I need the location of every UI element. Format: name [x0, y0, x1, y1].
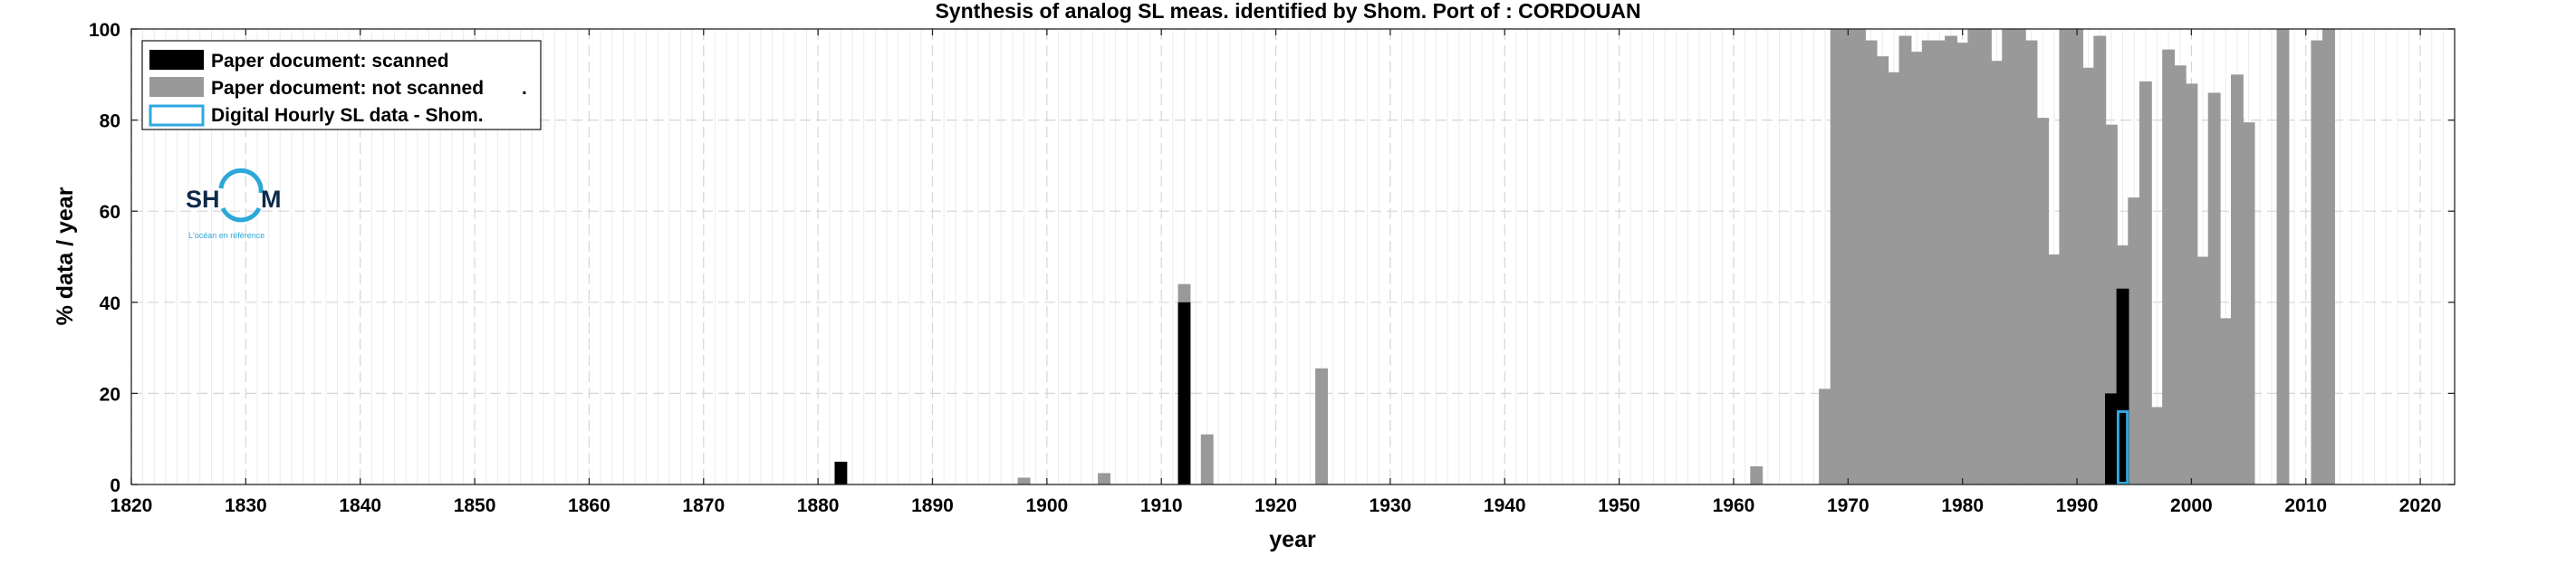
y-axis-label: % data / year	[53, 187, 78, 325]
bar-not-scanned	[2002, 29, 2015, 484]
bar-not-scanned	[1315, 368, 1329, 484]
bar-not-scanned	[2139, 81, 2152, 484]
bar-not-scanned	[1956, 43, 1969, 485]
legend: Paper document: scanned Paper document: …	[141, 40, 542, 130]
bar-not-scanned	[2196, 256, 2209, 484]
y-tick-label: 0	[110, 475, 120, 496]
bar-not-scanned	[1864, 40, 1878, 484]
bar-not-scanned	[1841, 29, 1855, 484]
bar-not-scanned	[2162, 49, 2176, 484]
bar-not-scanned	[1750, 465, 1764, 484]
x-tick-label: 1950	[1598, 495, 1640, 516]
bar-not-scanned	[1933, 40, 1946, 484]
x-tick-label: 1830	[225, 495, 267, 516]
x-tick-label: 1890	[911, 495, 954, 516]
bar-not-scanned	[1876, 56, 1889, 485]
x-tick-label: 2010	[2284, 495, 2327, 516]
bar-scanned	[1177, 302, 1191, 484]
bar-not-scanned	[1898, 35, 1912, 485]
y-tick-label: 80	[100, 111, 120, 132]
bar-not-scanned	[2059, 29, 2072, 484]
bar-not-scanned	[1853, 29, 1866, 484]
bar-not-scanned	[1921, 40, 1935, 484]
logo-text-left: SH	[186, 186, 220, 213]
bar-digital-hourly	[2116, 410, 2129, 484]
x-axis-label: year	[1269, 527, 1316, 552]
x-tick-label: 1970	[1827, 495, 1870, 516]
bar-not-scanned	[1967, 29, 1981, 484]
bar-not-scanned	[2128, 197, 2141, 485]
bar-not-scanned	[1990, 61, 2004, 485]
legend-swatch-digital	[149, 104, 205, 127]
bar-not-scanned	[2242, 122, 2255, 485]
bar-not-scanned	[2036, 118, 2050, 484]
bar-not-scanned	[2322, 29, 2335, 484]
x-tick-label: 2000	[2170, 495, 2213, 516]
bar-not-scanned	[1945, 35, 1957, 485]
bar-scanned	[2104, 393, 2118, 484]
bar-not-scanned	[2207, 92, 2221, 485]
bar-scanned	[834, 461, 848, 484]
bar-not-scanned	[2311, 40, 2324, 484]
y-tick-label: 100	[89, 20, 120, 41]
bar-not-scanned	[2276, 29, 2290, 484]
bar-not-scanned	[2013, 29, 2026, 484]
legend-box	[141, 40, 542, 130]
bar-not-scanned	[2047, 254, 2061, 484]
x-tick-label: 1850	[454, 495, 496, 516]
bar-not-scanned	[2081, 67, 2095, 484]
x-tick-label: 1880	[797, 495, 840, 516]
logo-text-right: M	[261, 186, 282, 213]
logo-ring-icon	[218, 168, 264, 194]
x-tick-label: 1910	[1140, 495, 1183, 516]
axis-ticks: 1820 1830 1840 1850 1860 1870 1880 1890 1900 1910…	[89, 20, 2455, 516]
x-tick-label: 1990	[2056, 495, 2099, 516]
x-tick-label: 1920	[1254, 495, 1297, 516]
legend-suffix: .	[522, 78, 527, 99]
chart-title: Synthesis of analog SL meas. identified …	[935, 0, 1640, 23]
bar-not-scanned	[2230, 74, 2244, 485]
x-tick-label: 1980	[1941, 495, 1984, 516]
y-tick-label: 60	[100, 202, 120, 223]
legend-label-not-scanned: Paper document: not scanned	[211, 78, 484, 99]
x-tick-label: 1960	[1713, 495, 1755, 516]
logo-tagline: L'océan en référence	[188, 231, 264, 240]
legend-label-scanned: Paper document: scanned	[211, 51, 449, 72]
bar-not-scanned	[2173, 65, 2187, 485]
bar-not-scanned	[2219, 318, 2233, 484]
x-tick-label: 1860	[568, 495, 610, 516]
bar-not-scanned	[1017, 477, 1031, 484]
bar-not-scanned	[2150, 407, 2164, 484]
x-tick-label: 1900	[1025, 495, 1068, 516]
y-tick-label: 20	[100, 384, 120, 405]
x-tick-label: 1840	[339, 495, 381, 516]
bar-not-scanned	[1830, 29, 1843, 484]
bar-not-scanned	[2071, 29, 2083, 484]
legend-swatch-not-scanned	[149, 77, 204, 97]
bar-not-scanned	[1819, 389, 1831, 484]
logo-ring-lower-icon	[220, 206, 262, 223]
plot-frame	[130, 28, 2456, 485]
y-tick-label: 40	[100, 293, 120, 314]
bar-not-scanned	[1200, 434, 1214, 484]
bar-not-scanned	[2093, 35, 2107, 485]
bar-not-scanned	[2024, 40, 2038, 484]
bar-scanned	[2116, 288, 2129, 484]
legend-label-digital: Digital Hourly SL data - Shom.	[211, 105, 484, 126]
bar-not-scanned	[1887, 72, 1900, 484]
bars	[834, 29, 2335, 485]
bar-not-scanned	[2185, 83, 2198, 485]
x-tick-label: 1820	[111, 495, 153, 516]
bar-not-scanned	[1098, 473, 1110, 484]
x-tick-label: 1940	[1484, 495, 1526, 516]
bar-not-scanned	[1910, 52, 1924, 485]
x-tick-label: 2020	[2399, 495, 2442, 516]
bar-not-scanned	[1978, 29, 1992, 484]
x-tick-label: 1870	[682, 495, 725, 516]
x-tick-label: 1930	[1370, 495, 1412, 516]
legend-swatch-scanned	[149, 50, 204, 70]
shom-logo: SH M L'océan en référence	[186, 168, 282, 240]
